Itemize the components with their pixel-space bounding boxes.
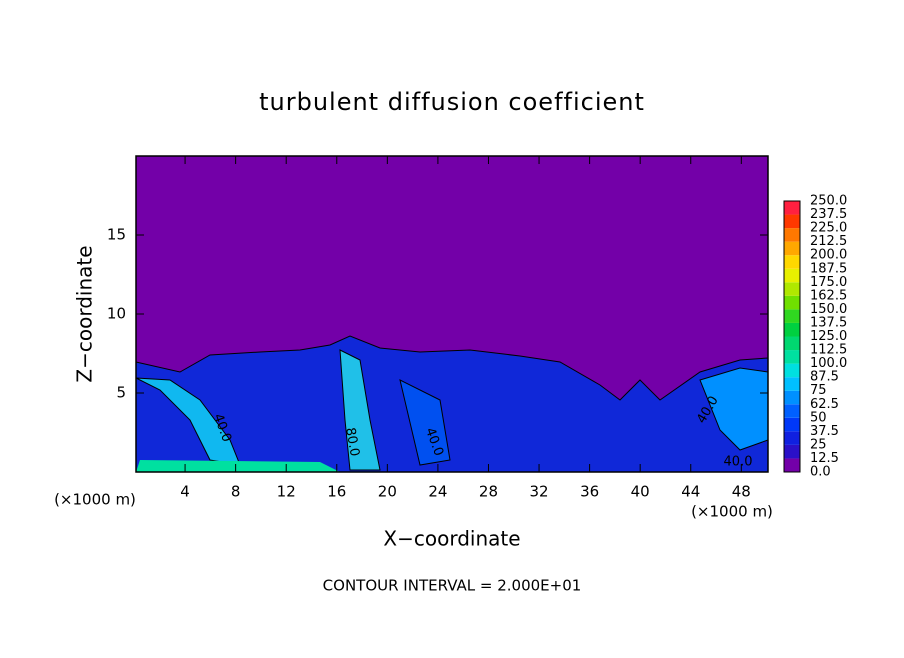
colorbar-label: 237.5 xyxy=(810,207,847,222)
colorbar-label: 37.5 xyxy=(810,424,839,439)
colorbar-label: 162.5 xyxy=(810,288,847,303)
colorbar-label: 75 xyxy=(810,383,827,398)
colorbar-swatch xyxy=(784,322,800,337)
colorbar-swatch xyxy=(784,241,800,256)
colorbar-swatch xyxy=(784,255,800,269)
x-tick-label: 24 xyxy=(428,483,447,501)
x-tick-label: 32 xyxy=(529,483,548,501)
colorbar-label: 250.0 xyxy=(810,194,847,209)
x-tick-label: 4 xyxy=(180,483,190,501)
colorbar-label: 225.0 xyxy=(810,221,847,236)
colorbar-swatch xyxy=(784,336,800,351)
colorbar-swatch xyxy=(784,214,800,229)
colorbar-label: 125.0 xyxy=(810,329,847,344)
colorbar-swatch xyxy=(784,458,800,472)
colorbar-swatch xyxy=(784,228,800,242)
turbulent-streak xyxy=(136,460,340,472)
x-tick-label: 48 xyxy=(732,483,751,501)
colorbar-swatch xyxy=(784,282,800,296)
x-unit: (×1000 m) xyxy=(691,503,773,521)
colorbar-swatch xyxy=(784,377,800,391)
contour-label: 80.0 xyxy=(342,426,362,457)
colorbar-swatch xyxy=(784,309,800,323)
colorbar-label: 100.0 xyxy=(810,356,847,371)
x-tick-label: 40 xyxy=(631,483,650,501)
colorbar-swatch xyxy=(784,404,800,418)
x-tick-label: 16 xyxy=(327,483,346,501)
colorbar-label: 62.5 xyxy=(810,397,839,412)
field xyxy=(135,156,769,473)
colorbar-swatch xyxy=(784,295,800,310)
colorbar-swatch xyxy=(784,417,800,432)
x-tick-label: 20 xyxy=(378,483,397,501)
colorbar-label: 187.5 xyxy=(810,261,847,276)
colorbar-frame xyxy=(783,200,801,473)
colorbar-label: 212.5 xyxy=(810,234,847,249)
x-tick-label: 8 xyxy=(231,483,241,501)
x-unit: (×1000 m) xyxy=(54,491,136,509)
x-tick-label: 28 xyxy=(479,483,498,501)
colorbar-swatch xyxy=(784,444,800,459)
y-tick-label: 15 xyxy=(107,226,126,244)
colorbar-label: 137.5 xyxy=(810,315,847,330)
colorbar-label: 50 xyxy=(810,410,827,425)
colorbar-label: 0.0 xyxy=(810,465,831,480)
turbulent-layer xyxy=(135,335,769,473)
colorbar-label: 87.5 xyxy=(810,370,839,385)
colorbar-label: 200.0 xyxy=(810,248,847,263)
colorbar-swatch xyxy=(784,390,800,405)
colorbar-label: 175.0 xyxy=(810,275,847,290)
y-tick-label: 5 xyxy=(116,384,126,402)
turbulent-streak xyxy=(399,379,451,466)
colorbar-swatch xyxy=(784,431,800,445)
colorbar-label: 25 xyxy=(810,437,827,452)
note: CONTOUR INTERVAL = 2.000E+01 xyxy=(323,577,582,595)
colorbar-label: 150.0 xyxy=(810,302,847,317)
y-tick-label: 10 xyxy=(107,305,126,323)
x-tick-label: 36 xyxy=(580,483,599,501)
x-tick-label: 44 xyxy=(681,483,700,501)
turbulent-streak xyxy=(339,349,381,471)
y-axis-label: Z−coordinate xyxy=(73,245,97,382)
x-axis-label: X−coordinate xyxy=(383,527,520,551)
colorbar-label: 12.5 xyxy=(810,451,839,466)
contour-label: 40.0 xyxy=(724,455,753,470)
chart-title: turbulent diffusion coefficient xyxy=(259,88,645,116)
x-tick-label: 12 xyxy=(277,483,296,501)
colorbar-label: 112.5 xyxy=(810,343,847,358)
colorbar-swatch xyxy=(784,201,800,215)
colorbar-swatch xyxy=(784,268,800,283)
colorbar-swatch xyxy=(784,363,800,378)
colorbar-swatch xyxy=(784,350,800,364)
